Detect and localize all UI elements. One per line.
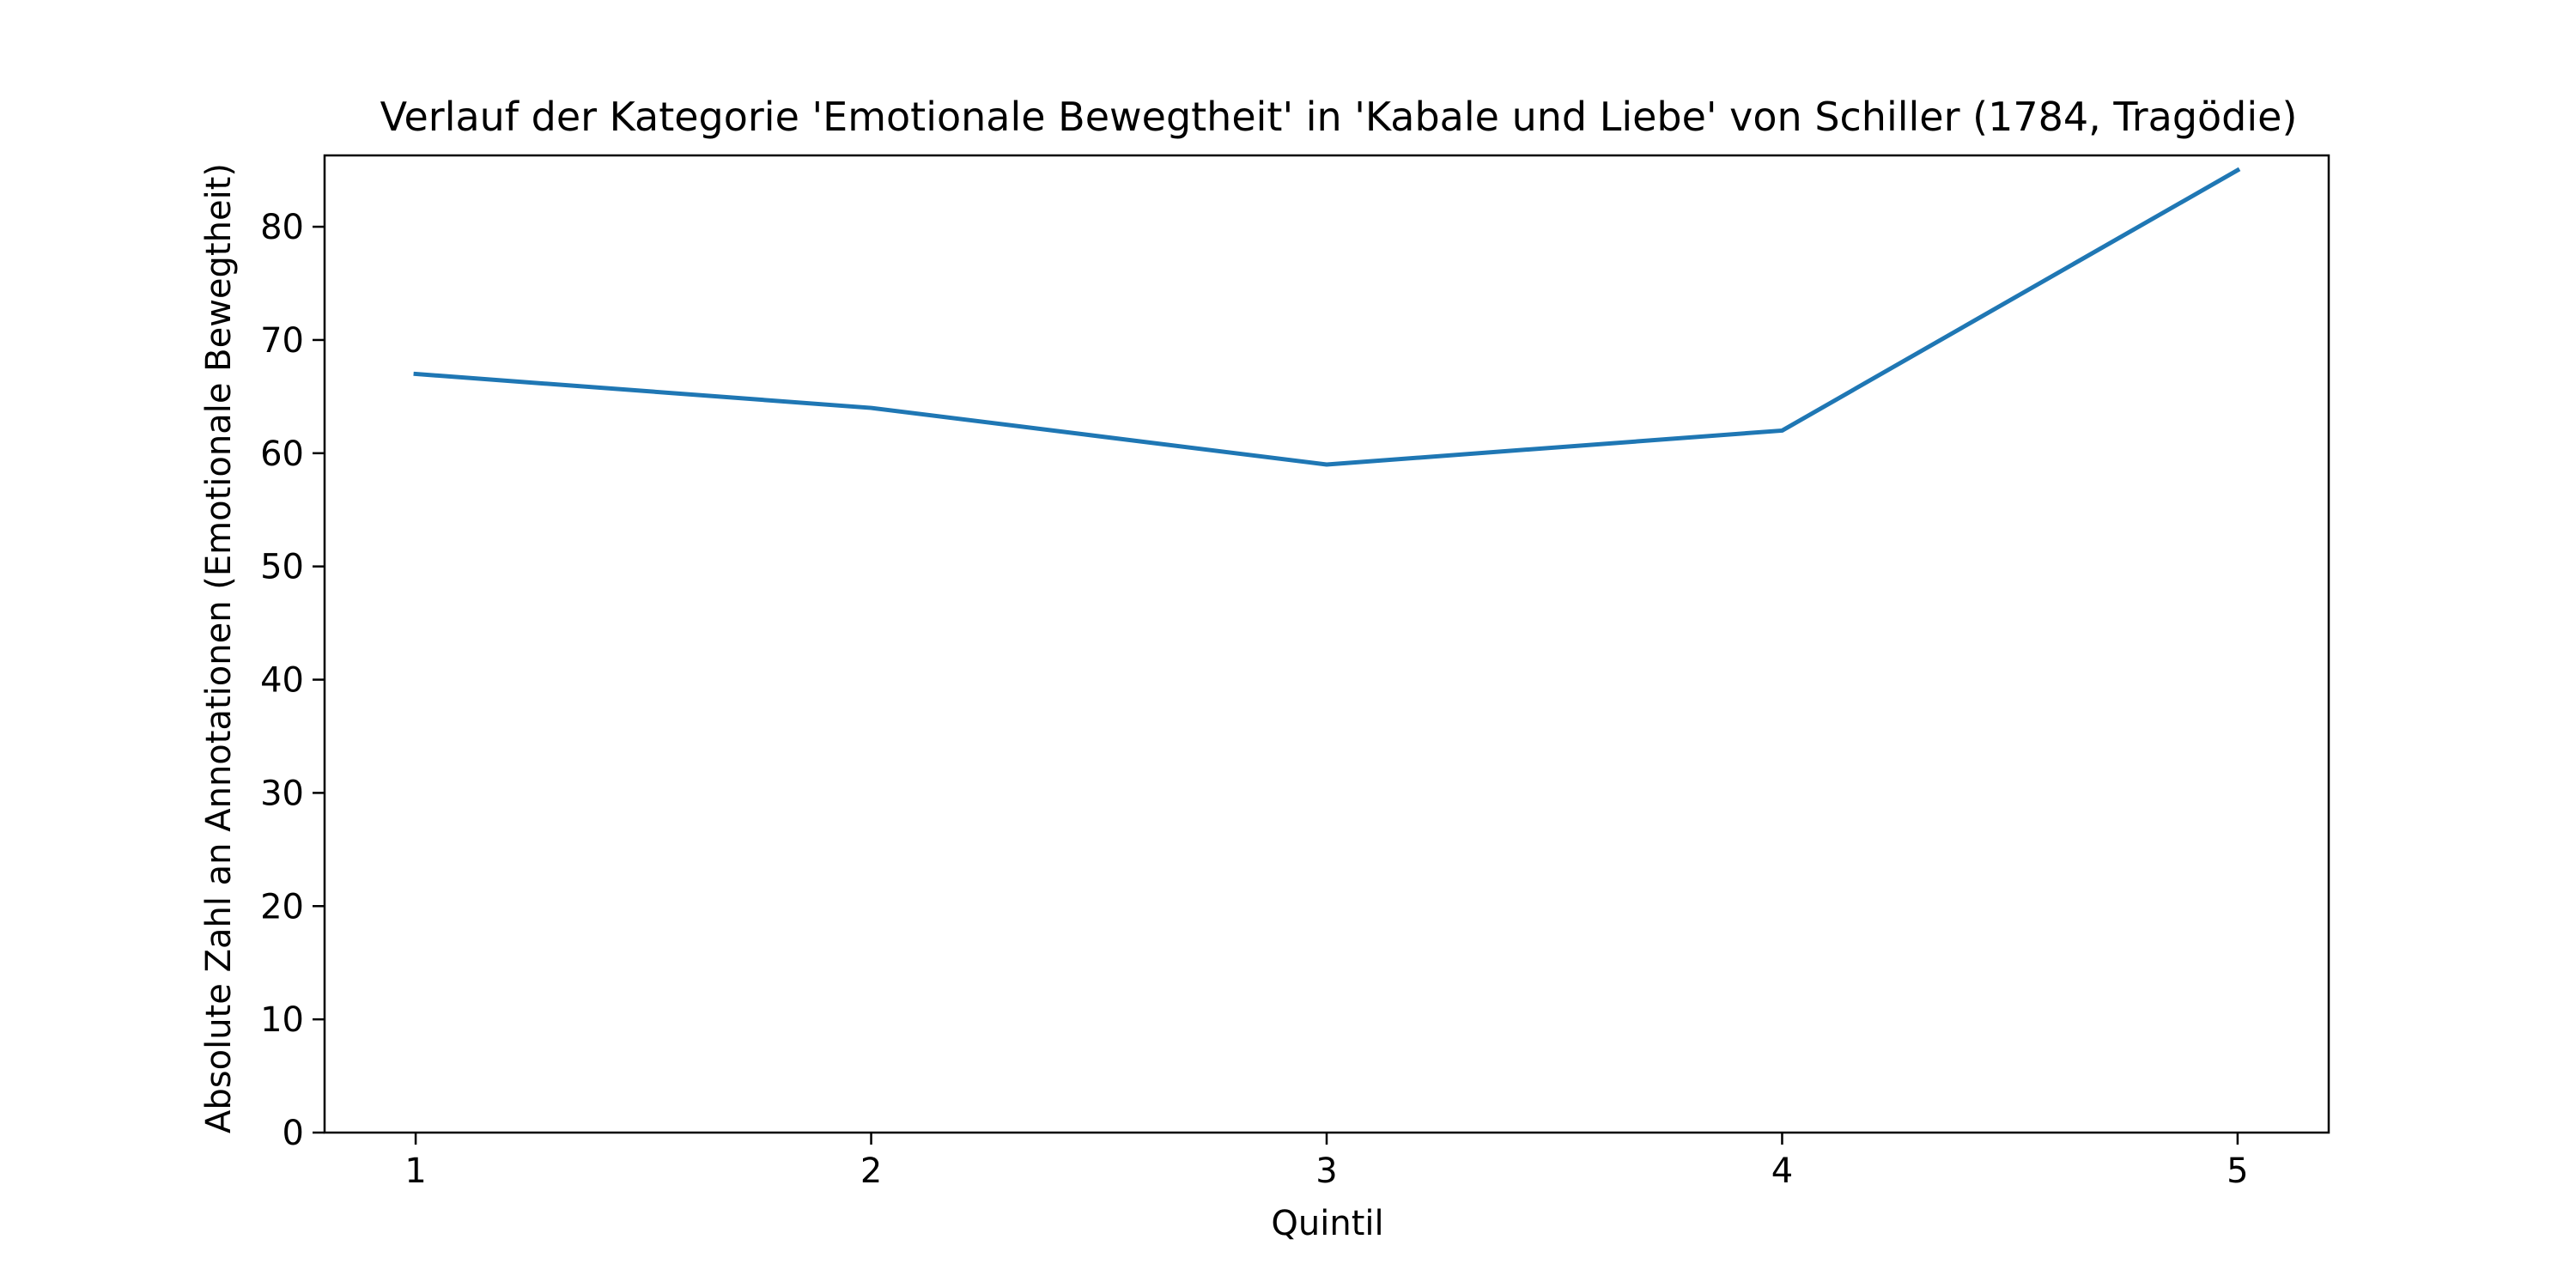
y-tick-label: 70 [260, 321, 304, 361]
series-line [413, 167, 2241, 467]
y-tick-label: 80 [260, 208, 304, 247]
y-tick-label: 40 [260, 661, 304, 701]
y-tick-label: 60 [260, 434, 304, 474]
x-tick-label: 3 [1315, 1151, 1337, 1191]
chart-title: Verlauf der Kategorie 'Emotionale Bewegt… [380, 94, 2298, 140]
y-tick-label: 10 [260, 1000, 304, 1040]
y-tick-label: 20 [260, 887, 304, 927]
x-axis-label: Quintil [1271, 1204, 1383, 1243]
y-tick-label: 50 [260, 548, 304, 587]
x-tick-label: 2 [860, 1151, 882, 1191]
axes-frame [323, 154, 2330, 1134]
y-axis-label: Absolute Zahl an Annotationen (Emotional… [199, 163, 239, 1133]
x-tick-label: 5 [2227, 1151, 2248, 1191]
y-tick-label: 30 [260, 774, 304, 813]
x-tick-label: 4 [1771, 1151, 1793, 1191]
x-tick-label: 1 [404, 1151, 426, 1191]
y-tick-label: 0 [283, 1114, 304, 1153]
